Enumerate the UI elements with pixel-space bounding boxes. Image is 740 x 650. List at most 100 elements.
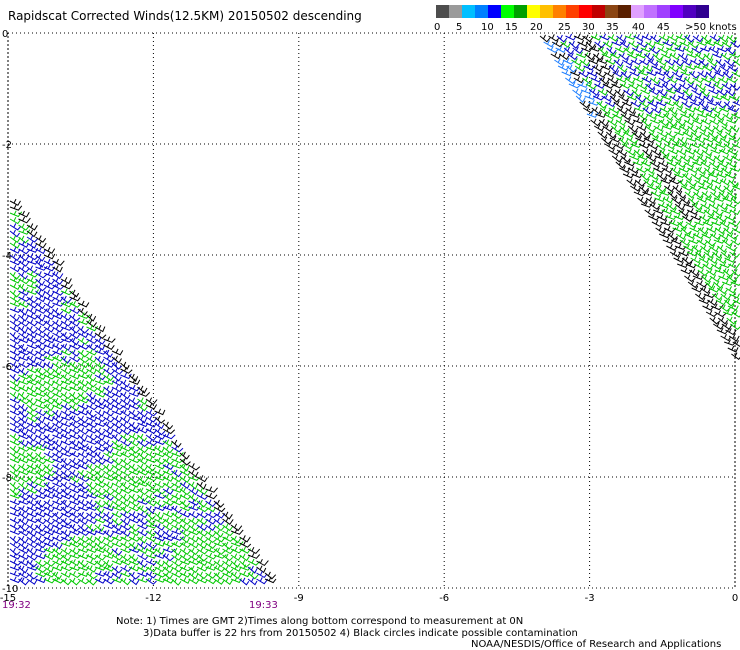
wind-barb	[26, 325, 38, 334]
colorbar-swatch	[527, 5, 540, 18]
wind-barb	[111, 355, 122, 364]
wind-barb	[704, 124, 716, 132]
wind-barb	[128, 571, 140, 580]
wind-barb	[659, 189, 672, 196]
wind-barb	[145, 541, 158, 549]
wind-barb	[103, 481, 114, 489]
wind-barb	[729, 51, 740, 58]
wind-barb	[726, 316, 738, 325]
x-tick-label: -9	[294, 593, 304, 604]
wind-barb	[145, 493, 157, 501]
wind-barb	[18, 409, 30, 418]
wind-barb	[727, 345, 739, 353]
wind-barb	[77, 300, 90, 308]
wind-barb	[707, 298, 718, 306]
wind-barb	[213, 529, 224, 538]
wind-barb	[86, 450, 98, 458]
wind-barb	[606, 46, 617, 55]
wind-barb	[77, 385, 90, 393]
wind-barb	[77, 474, 90, 483]
wind-barb	[52, 492, 64, 500]
wind-barb	[720, 52, 732, 60]
wind-barb	[86, 391, 96, 400]
wind-barb	[18, 397, 31, 405]
wind-barb	[659, 64, 671, 73]
wind-barb	[120, 486, 133, 494]
wind-barb	[572, 88, 583, 97]
wind-barb	[18, 505, 30, 513]
wind-barb	[616, 34, 627, 43]
wind-barb	[86, 385, 98, 393]
wind-barb	[9, 336, 22, 345]
wind-barb	[704, 238, 717, 247]
wind-barb	[230, 540, 244, 547]
wind-barb	[137, 552, 149, 561]
wind-barb	[171, 486, 184, 493]
wind-barb	[154, 559, 165, 567]
wind-barb	[196, 504, 210, 513]
wind-barb	[43, 534, 55, 542]
wind-barb	[26, 571, 39, 580]
wind-barb	[18, 271, 29, 280]
wind-barb	[154, 445, 165, 453]
wind-barb	[77, 402, 89, 410]
wind-barb	[77, 439, 89, 448]
wind-barb	[715, 256, 727, 264]
wind-barb	[9, 282, 22, 290]
wind-barb	[35, 469, 47, 478]
wind-barb	[179, 553, 192, 561]
wind-barb	[154, 480, 166, 489]
wind-barb	[716, 214, 728, 222]
wind-barb	[721, 238, 734, 247]
wind-barb	[647, 183, 660, 191]
wind-barb	[222, 565, 234, 574]
wind-barb	[708, 202, 720, 210]
wind-barb	[9, 264, 21, 273]
wind-barb	[43, 450, 55, 459]
wind-barb	[128, 439, 141, 447]
wind-barb	[9, 492, 22, 499]
wind-barb	[26, 223, 38, 231]
wind-barb	[69, 313, 81, 322]
wind-barb	[658, 33, 670, 42]
wind-barb	[678, 165, 691, 173]
wind-barb	[630, 141, 642, 149]
wind-barb	[128, 445, 140, 454]
wind-barb	[60, 445, 71, 454]
wind-barb	[732, 58, 740, 67]
wind-barb	[717, 118, 728, 127]
wind-barb	[710, 106, 723, 114]
wind-barb	[556, 34, 568, 43]
wind-barb	[669, 52, 681, 60]
wind-barb	[171, 547, 182, 556]
wind-barb	[666, 118, 679, 127]
wind-barb	[162, 474, 174, 482]
wind-barb	[94, 492, 107, 500]
wind-barb	[120, 427, 132, 436]
wind-barb	[731, 111, 740, 119]
wind-barb	[111, 510, 123, 518]
wind-barb	[154, 421, 165, 430]
wind-barb	[94, 475, 105, 484]
wind-barb	[103, 463, 114, 472]
wind-barb	[77, 379, 89, 387]
wind-barb	[26, 523, 39, 531]
wind-barb	[9, 415, 22, 424]
wind-barb	[684, 190, 697, 199]
wind-barb	[222, 528, 234, 537]
wind-barb	[188, 523, 200, 532]
wind-barb	[647, 99, 659, 107]
wind-barb	[18, 517, 29, 526]
wind-barb	[154, 534, 166, 542]
wind-barb	[631, 130, 642, 139]
wind-barb	[728, 178, 739, 187]
wind-barb	[111, 402, 125, 410]
wind-barb	[707, 58, 719, 67]
wind-barb	[624, 33, 637, 40]
wind-barb	[120, 468, 132, 477]
wind-barb	[111, 433, 123, 442]
wind-barb	[9, 361, 21, 369]
wind-barb	[619, 124, 630, 133]
wind-barb	[18, 487, 30, 496]
wind-barb	[653, 124, 664, 132]
